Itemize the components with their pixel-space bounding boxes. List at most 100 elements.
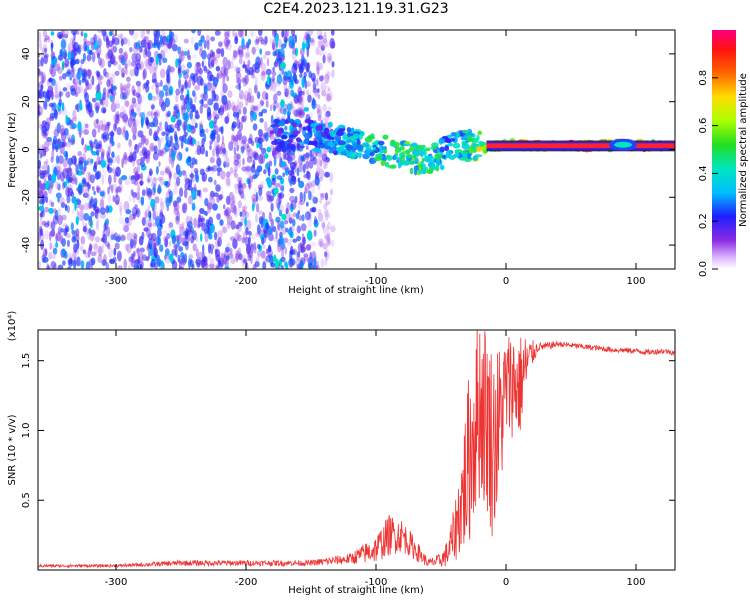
spectrogram-noise-blob xyxy=(173,172,178,180)
spectrogram-noise-blob xyxy=(64,58,70,67)
spectrogram-noise-blob xyxy=(253,105,258,111)
spectrogram-noise-blob xyxy=(65,114,68,123)
spectrogram-x-tick-label: 0 xyxy=(503,276,509,287)
spectrogram-noise-blob xyxy=(213,179,217,186)
spectrogram-noise-blob xyxy=(274,168,279,175)
spectrogram-noise-blob xyxy=(258,111,262,117)
spectrogram-noise-blob xyxy=(150,104,155,110)
spectrogram-noise-blob xyxy=(315,60,320,66)
spectrogram-noise-blob xyxy=(102,135,107,143)
spectrogram-noise-blob xyxy=(324,192,329,201)
spectrogram-noise-blob xyxy=(179,94,185,101)
spectrogram-noise-blob xyxy=(111,60,118,66)
spectrogram-noise-blob xyxy=(95,84,100,94)
spectrogram-noise-blob xyxy=(289,177,293,187)
spectrogram-noise-blob xyxy=(246,42,249,50)
spectrogram-noise-blob xyxy=(312,82,317,90)
spectrogram-noise-blob xyxy=(132,192,136,203)
spectrogram-noise-blob xyxy=(44,140,50,149)
spectrogram-noise-blob xyxy=(146,30,150,35)
spectrogram-ridge-blob xyxy=(323,127,330,135)
spectrogram-noise-blob xyxy=(80,235,86,245)
spectrogram-noise-blob xyxy=(147,193,151,200)
spectrogram-y-tick-label: -20 xyxy=(21,189,32,205)
spectrogram-noise-blob xyxy=(235,250,241,260)
spectrogram-noise-blob xyxy=(61,102,65,112)
spectrogram-noise-blob xyxy=(79,204,85,211)
spectrogram-noise-blob xyxy=(149,65,154,74)
spectrogram-noise-blob xyxy=(91,51,96,63)
spectrogram-noise-blob xyxy=(126,82,131,89)
spectrogram-ridge-blob xyxy=(346,153,350,158)
spectrogram-noise-blob xyxy=(99,60,104,69)
spectrogram-noise-blob xyxy=(241,77,246,83)
spectrogram-noise-blob xyxy=(246,244,251,255)
spectrogram-noise-blob xyxy=(155,165,159,175)
spectrogram-noise-blob xyxy=(317,212,324,222)
spectrogram-ridge-blob xyxy=(304,132,312,140)
spectrogram-noise-blob xyxy=(102,87,107,95)
spectrogram-noise-blob xyxy=(55,181,59,190)
spectrogram-noise-blob xyxy=(50,51,56,60)
spectrogram-noise-blob xyxy=(296,251,301,258)
spectrogram-noise-blob xyxy=(289,187,295,194)
spectrogram-noise-blob xyxy=(191,263,195,269)
spectrogram-noise-blob xyxy=(69,37,74,44)
spectrogram-noise-blob xyxy=(82,152,87,163)
spectrogram-noise-blob xyxy=(206,111,212,121)
spectrogram-noise-blob xyxy=(81,137,85,146)
spectrogram-noise-blob xyxy=(117,142,121,149)
spectrogram-noise-blob xyxy=(128,216,133,226)
spectrogram-noise-blob xyxy=(80,208,85,218)
spectrogram-noise-blob xyxy=(142,135,147,143)
spectrogram-noise-blob xyxy=(306,243,312,251)
spectrogram-noise-blob xyxy=(65,141,72,148)
spectrogram-noise-blob xyxy=(164,255,171,264)
spectrogram-noise-blob xyxy=(75,164,79,176)
snr-y-axis-label: SNR (10 * v/v) xyxy=(7,414,18,485)
spectrogram-noise-blob xyxy=(303,71,307,78)
spectrogram-noise-blob xyxy=(324,171,330,178)
spectrogram-noise-blob xyxy=(77,161,83,166)
spectrogram-noise-blob xyxy=(161,131,166,136)
colorbar-tick-label: 0.2 xyxy=(698,213,709,229)
spectrogram-noise-blob xyxy=(93,161,97,169)
spectrogram-noise-blob xyxy=(207,202,213,210)
spectrogram-noise-blob xyxy=(311,206,317,213)
spectrogram-noise-blob xyxy=(298,108,305,119)
spectrogram-noise-blob xyxy=(247,250,253,258)
spectrogram-noise-blob xyxy=(55,146,59,153)
spectrogram-noise-blob xyxy=(143,36,147,42)
spectrogram-noise-blob xyxy=(165,90,168,97)
spectrogram-noise-blob xyxy=(77,121,82,132)
spectrogram-noise-blob xyxy=(325,225,329,231)
spectrogram-noise-blob xyxy=(183,124,186,135)
spectrogram-noise-blob xyxy=(259,142,263,150)
spectrogram-ridge-blob xyxy=(317,124,324,132)
spectrogram-ridge-blob xyxy=(472,155,478,161)
spectrogram-noise-blob xyxy=(211,132,216,142)
spectrogram-noise-blob xyxy=(97,124,101,133)
spectrogram-noise-blob xyxy=(305,160,310,170)
spectrogram-noise-blob xyxy=(124,67,128,75)
spectrogram-noise-blob xyxy=(272,226,277,233)
spectrogram-noise-blob xyxy=(262,261,267,269)
spectrogram-noise-blob xyxy=(319,160,323,167)
spectrogram-noise-blob xyxy=(169,135,173,143)
spectrogram-noise-blob xyxy=(230,101,236,111)
snr-y-tick-label: 1.0 xyxy=(21,423,32,439)
spectrogram-noise-blob xyxy=(126,76,131,83)
spectrogram-noise-blob xyxy=(165,197,170,208)
spectrogram-noise-blob xyxy=(130,61,136,67)
spectrogram-noise-blob xyxy=(232,49,238,58)
spectrogram-noise-blob xyxy=(317,208,322,215)
spectrogram-noise-blob xyxy=(297,199,302,210)
spectrogram-noise-blob xyxy=(100,213,106,219)
spectrogram-noise-blob xyxy=(142,69,146,81)
spectrogram-ridge-blob xyxy=(346,127,352,133)
spectrogram-noise-blob xyxy=(198,251,204,260)
snr-x-tick-label: 0 xyxy=(503,577,509,588)
spectrogram-noise-blob xyxy=(321,153,328,162)
spectrogram-noise-blob xyxy=(103,68,107,77)
